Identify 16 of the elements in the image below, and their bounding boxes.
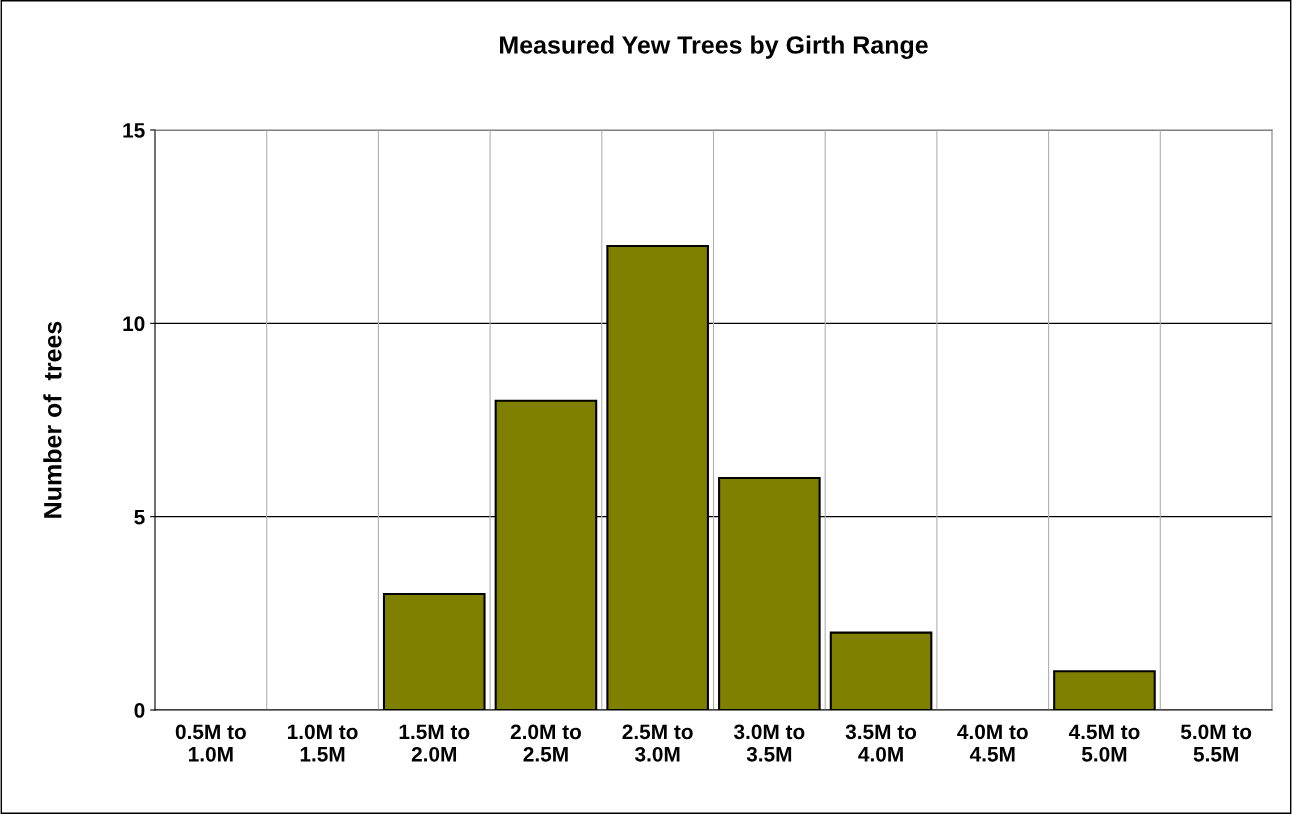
y-tick-label: 10 (123, 316, 145, 332)
x-tick-label: 4.0M to 4.5M (957, 724, 1028, 762)
y-tick-label: 15 (123, 123, 145, 138)
x-tick-label: 2.0M to 2.5M (510, 724, 582, 762)
x-tick-label: 3.5M to 4.0M (845, 724, 917, 762)
y-axis-title: Number of trees (43, 321, 62, 518)
y-tick-label: 5 (134, 509, 145, 525)
x-tick-label: 4.5M to 5.0M (1068, 724, 1140, 762)
chart-title: Measured Yew Trees by Girth Range (500, 35, 928, 59)
x-tick-label: 1.5M to 2.0M (399, 724, 470, 762)
x-tick-label: 2.5M to 3.0M (622, 724, 693, 762)
y-tick-label: 0 (134, 703, 145, 718)
x-tick-label: 3.0M to 3.5M (733, 724, 805, 762)
x-tick-label: 1.0M to 1.5M (287, 724, 358, 762)
x-tick-label: 0.5M to 1.0M (175, 724, 246, 762)
x-tick-label: 5.0M to 5.5M (1180, 724, 1252, 762)
